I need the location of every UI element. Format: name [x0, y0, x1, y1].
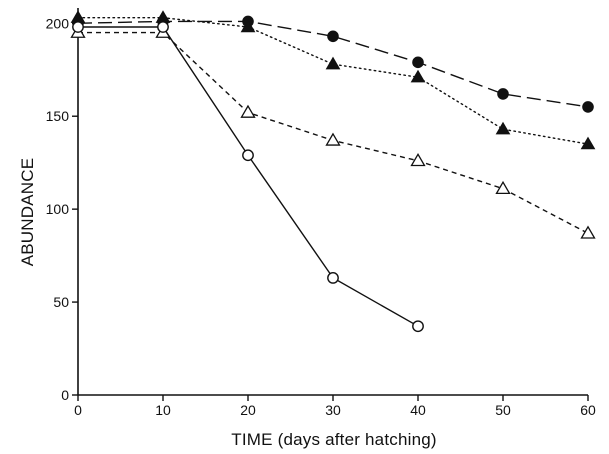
series-1-point-1: [155, 10, 171, 23]
x-tick-label-3: 30: [325, 402, 341, 418]
ticks: 0 10 20 30 40 50 60 0 50 100 150 200: [46, 15, 596, 418]
series-1-point-2: [240, 19, 256, 33]
y-axis-title: ABUNDANCE: [18, 158, 37, 267]
series-2-point-2: [240, 104, 256, 118]
x-tick-label-6: 60: [580, 402, 596, 418]
y-tick-label-3: 150: [46, 108, 70, 124]
series-3: [72, 21, 424, 333]
x-tick-label-2: 20: [240, 402, 256, 418]
series-group: [70, 10, 596, 333]
series-1-point-3: [325, 56, 341, 70]
series-0-point-6: [582, 101, 594, 113]
series-0-point-5: [497, 88, 509, 100]
series-0-point-4: [412, 56, 424, 69]
series-1-point-4: [410, 69, 426, 83]
x-tick-label-5: 50: [495, 402, 511, 418]
y-tick-label-4: 200: [46, 15, 70, 31]
y-tick-label-1: 50: [53, 294, 69, 310]
x-tick-label-1: 10: [155, 402, 171, 418]
x-tick-label-0: 0: [74, 402, 82, 418]
series-1: [70, 10, 596, 150]
series-2-point-3: [325, 132, 341, 146]
series-1-point-6: [580, 136, 596, 150]
series-0-point-3: [327, 30, 339, 43]
x-tick-label-4: 40: [410, 402, 426, 418]
series-2-point-5: [495, 180, 511, 195]
y-tick-label-2: 100: [46, 201, 70, 217]
y-tick-label-0: 0: [61, 387, 69, 403]
series-3-point-2: [242, 149, 254, 162]
series-1-point-0: [70, 10, 86, 23]
x-axis-title: TIME (days after hatching): [231, 430, 437, 449]
series-3-point-3: [327, 272, 339, 284]
series-3-point-1: [157, 21, 169, 33]
series-1-point-5: [495, 121, 511, 135]
series-3-point-0: [72, 21, 84, 33]
series-2-point-6: [580, 225, 596, 239]
series-3-point-4: [412, 320, 424, 333]
series-3-line: [78, 26, 419, 327]
series-2-point-4: [410, 153, 426, 167]
